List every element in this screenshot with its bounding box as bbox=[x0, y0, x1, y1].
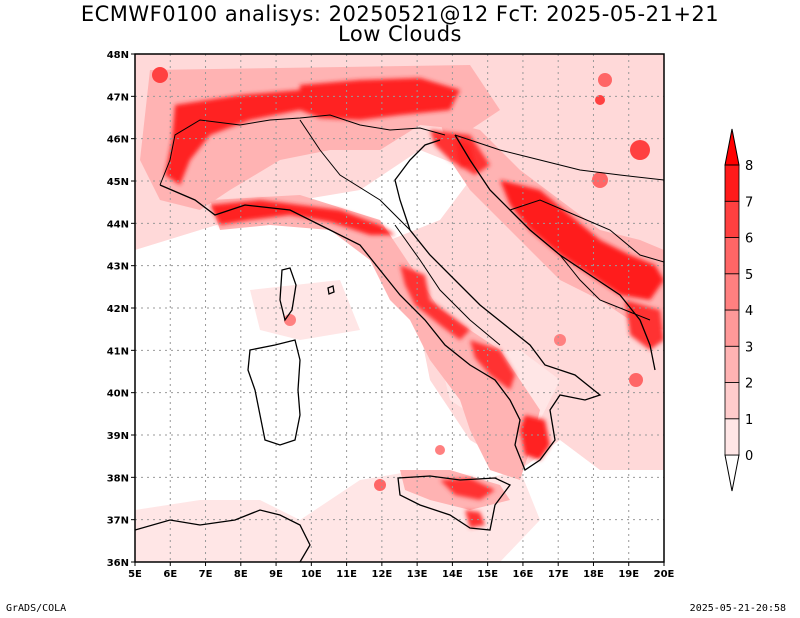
lat-tick-label: 46N bbox=[107, 135, 129, 146]
italian-regions-2 bbox=[394, 224, 501, 346]
colorbar-label: 0 bbox=[745, 449, 753, 464]
cloud-cell bbox=[152, 67, 168, 83]
cloud-cell bbox=[435, 445, 445, 455]
colorbar-arrow-bottom bbox=[724, 454, 740, 492]
colorbar: 0 1 2 3 4 5 6 7 8 bbox=[724, 128, 753, 492]
colorbar-label: 3 bbox=[745, 340, 753, 355]
colorbar-swatch bbox=[724, 200, 740, 238]
lat-tick-label: 44N bbox=[107, 219, 129, 230]
colorbar-label: 6 bbox=[745, 232, 753, 247]
balkan-borders bbox=[454, 134, 664, 181]
colorbar-swatch bbox=[724, 164, 740, 202]
lat-tick-label: 47N bbox=[107, 92, 129, 103]
lat-tick-label: 37N bbox=[107, 516, 129, 527]
colorbar-label: 4 bbox=[745, 304, 753, 319]
lat-tick-label: 38N bbox=[107, 473, 129, 484]
lon-tick-label: 12E bbox=[371, 569, 392, 580]
italian-regions bbox=[299, 119, 411, 231]
italy-coast bbox=[159, 139, 602, 471]
lon-tick-label: 8E bbox=[234, 569, 248, 580]
cloud-field bbox=[135, 54, 664, 562]
cloud-core-sicily bbox=[440, 478, 495, 500]
lat-tick-label: 43N bbox=[107, 262, 129, 273]
colorbar-swatch bbox=[724, 345, 740, 383]
sardinia-coast bbox=[247, 339, 301, 446]
chart-title: ECMWF0100 analisys: 20250521@12 FcT: 202… bbox=[80, 2, 720, 26]
balkan-borders-2 bbox=[509, 199, 664, 263]
lat-tick-label: 40N bbox=[107, 389, 129, 400]
colorbar-swatch bbox=[724, 309, 740, 347]
lon-tick-label: 19E bbox=[618, 569, 639, 580]
cloud-core-sicily-south bbox=[465, 510, 485, 528]
colorbar-label: 1 bbox=[745, 413, 753, 428]
lon-tick-label: 18E bbox=[583, 569, 604, 580]
lat-tick-label: 36N bbox=[107, 558, 129, 569]
cloud-cell bbox=[374, 479, 386, 491]
colorbar-swatch bbox=[724, 237, 740, 275]
cloud-core-dinaric bbox=[500, 180, 664, 300]
lon-tick-label: 20E bbox=[654, 569, 675, 580]
colorbar-label: 7 bbox=[745, 195, 753, 210]
lat-tick-label: 39N bbox=[107, 431, 129, 442]
alps-border bbox=[159, 114, 446, 186]
cloud-haze-tyrrhenian bbox=[250, 280, 360, 340]
borders bbox=[159, 114, 664, 346]
cloud-cell bbox=[284, 314, 296, 326]
lat-tick-label: 41N bbox=[107, 346, 129, 357]
lon-tick-label: 5E bbox=[128, 569, 142, 580]
lon-tick-label: 14E bbox=[442, 569, 463, 580]
cloud-core-alps-west bbox=[165, 90, 300, 185]
corsica-coast bbox=[279, 267, 297, 322]
cloud-cell bbox=[592, 172, 608, 188]
lat-tick-label: 42N bbox=[107, 304, 129, 315]
lon-tick-label: 7E bbox=[199, 569, 213, 580]
colorbar-label: 8 bbox=[745, 159, 753, 174]
cloud-cell bbox=[629, 373, 643, 387]
chart-subtitle: Low Clouds bbox=[338, 22, 462, 46]
colorbar-label: 2 bbox=[745, 377, 753, 392]
lon-axis: 5E 6E 7E 8E 9E 10E 11E 12E 13E 14E 15E 16E 17E 18E 19E… bbox=[128, 562, 675, 580]
balkan-borders-3 bbox=[559, 254, 651, 321]
cloud-core-campania bbox=[470, 340, 515, 390]
lon-tick-label: 15E bbox=[477, 569, 498, 580]
cloud-cell bbox=[595, 95, 605, 105]
elba-island bbox=[327, 285, 335, 295]
africa-coast bbox=[135, 509, 311, 562]
lon-tick-label: 6E bbox=[163, 569, 177, 580]
cloud-core-liguria bbox=[210, 200, 395, 235]
cloud-core-alps-central bbox=[300, 78, 460, 120]
lon-tick-label: 17E bbox=[548, 569, 569, 580]
footer-software: GrADS/COLA bbox=[6, 603, 67, 614]
colorbar-arrow-top bbox=[724, 128, 740, 166]
lat-tick-label: 48N bbox=[107, 50, 129, 61]
colorbar-swatch bbox=[724, 382, 740, 420]
lat-axis: 36N 37N 38N 39N 40N 41N 42N 43N 44N 45N 46N 47N 48N bbox=[107, 50, 135, 569]
lat-tick-label: 45N bbox=[107, 177, 129, 188]
lon-tick-label: 9E bbox=[269, 569, 283, 580]
colorbar-label: 5 bbox=[745, 268, 753, 283]
coastlines bbox=[135, 134, 656, 562]
cloud-cell bbox=[598, 73, 612, 87]
colorbar-swatch bbox=[724, 273, 740, 311]
lon-tick-label: 10E bbox=[301, 569, 322, 580]
colorbar-swatch bbox=[724, 418, 740, 456]
footer-timestamp: 2025-05-21-20:58 bbox=[689, 603, 786, 614]
lon-tick-label: 11E bbox=[336, 569, 357, 580]
cloud-cell bbox=[554, 334, 566, 346]
lon-tick-label: 13E bbox=[407, 569, 428, 580]
cloud-core-calabria bbox=[520, 415, 550, 460]
sicily-coast bbox=[397, 475, 512, 531]
cloud-cell bbox=[630, 140, 650, 160]
lon-tick-label: 16E bbox=[513, 569, 534, 580]
